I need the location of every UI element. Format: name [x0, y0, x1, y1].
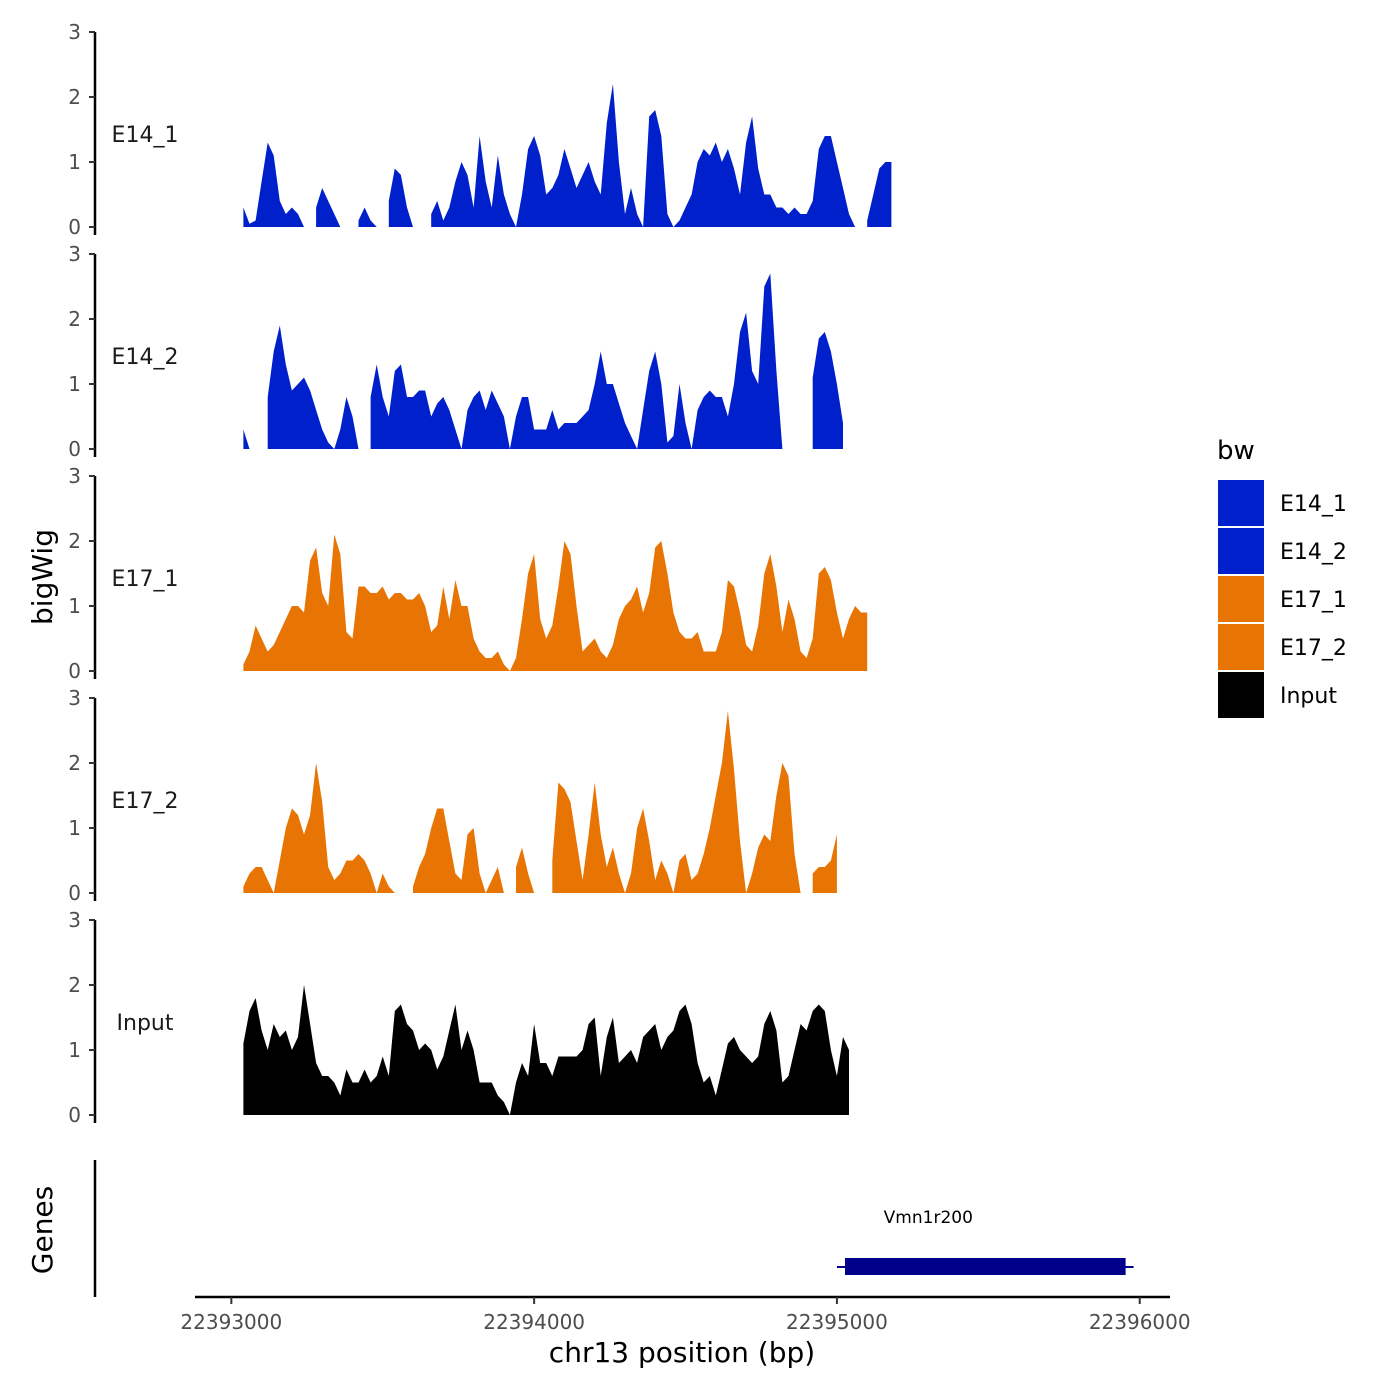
coverage-area-e17-2 [552, 711, 801, 893]
y-tick-label: 0 [68, 659, 81, 683]
y-tick-label: 1 [68, 372, 81, 396]
track-e17-1: 0 1 2 3 E17_1 [68, 464, 868, 683]
x-tick-label: 22393000 [180, 1310, 282, 1334]
legend-item-e17-1: E17_1 [1218, 576, 1347, 622]
coverage-area-e14-2 [812, 332, 843, 449]
legend-swatch [1218, 672, 1264, 718]
legend-label: E17_2 [1280, 636, 1347, 661]
y-tick-label: 1 [68, 594, 81, 618]
y-tick-label: 2 [68, 85, 81, 109]
legend-label: E17_1 [1280, 588, 1347, 613]
coverage-area-e14-1 [867, 162, 892, 227]
track-label: E14_1 [112, 123, 179, 148]
genes-axis-title: Genes [26, 1186, 59, 1274]
track-e14-2: 0 1 2 3 E14_2 [68, 242, 843, 461]
legend-swatch [1218, 624, 1264, 670]
coverage-area-e14-2 [267, 325, 359, 449]
coverage-area-input [243, 985, 849, 1115]
y-tick-label: 3 [68, 686, 81, 710]
y-tick-label: 0 [68, 1103, 81, 1127]
legend-title: bw [1217, 436, 1255, 466]
legend-swatch [1218, 528, 1264, 574]
tracks-layer: 0 1 2 3 E14_1 0 1 2 3 E14_2 0 1 2 3 E17_1 0 1 2 3 E17_2 0 1 2 3… [68, 20, 892, 1127]
legend-swatch [1218, 480, 1264, 526]
legend-item-e17-2: E17_2 [1218, 624, 1347, 670]
y-tick-label: 3 [68, 908, 81, 932]
track-e17-2: 0 1 2 3 E17_2 [68, 686, 837, 905]
track-input: 0 1 2 3 Input [68, 908, 849, 1127]
y-tick-label: 1 [68, 1038, 81, 1062]
coverage-area-e17-1 [243, 534, 868, 671]
coverage-area-e14-1 [358, 207, 377, 227]
coverage-area-e17-2 [812, 834, 837, 893]
track-label: Input [117, 1011, 174, 1036]
legend-item-input: Input [1218, 672, 1337, 718]
x-tick-label: 22396000 [1089, 1310, 1191, 1334]
legend-swatch [1218, 576, 1264, 622]
y-tick-label: 1 [68, 816, 81, 840]
coverage-area-e14-1 [431, 84, 856, 227]
track-label: E14_2 [112, 345, 179, 370]
y-tick-label: 0 [68, 215, 81, 239]
y-tick-label: 3 [68, 242, 81, 266]
legend-label: Input [1280, 684, 1337, 709]
coverage-area-e14-1 [316, 188, 341, 227]
x-tick-label: 22394000 [483, 1310, 585, 1334]
y-tick-label: 1 [68, 150, 81, 174]
track-label: E17_1 [112, 567, 179, 592]
track-label: E17_2 [112, 789, 179, 814]
x-tick-label: 22395000 [786, 1310, 888, 1334]
y-tick-label: 0 [68, 437, 81, 461]
y-tick-label: 0 [68, 881, 81, 905]
coverage-area-e14-2 [243, 429, 250, 449]
legend-item-e14-2: E14_2 [1218, 528, 1347, 574]
track-e14-1: 0 1 2 3 E14_1 [68, 20, 892, 239]
x-axis: 22393000 22394000 22395000 22396000 [180, 1295, 1191, 1334]
coverage-area-e17-2 [413, 808, 504, 893]
coverage-area-e17-2 [516, 847, 535, 893]
legend: bw E14_1 E14_2 E17_1 E17_2 Input [1217, 436, 1347, 718]
legend-label: E14_1 [1280, 492, 1347, 517]
coverage-area-e14-2 [370, 273, 783, 449]
coverage-area-e17-2 [243, 763, 395, 893]
legend-item-e14-1: E14_1 [1218, 480, 1347, 526]
gene-vmn1r200: Vmn1r200 [836, 1208, 1134, 1275]
gene-label: Vmn1r200 [884, 1208, 973, 1228]
y-tick-label: 2 [68, 529, 81, 553]
legend-label: E14_2 [1280, 540, 1347, 565]
y-tick-label: 2 [68, 751, 81, 775]
genes-panel: Vmn1r200 [93, 1160, 1134, 1297]
y-tick-label: 2 [68, 307, 81, 331]
y-axis-title: bigWig [26, 529, 59, 625]
coverage-area-e14-1 [388, 168, 413, 227]
coverage-area-e14-1 [243, 142, 304, 227]
y-tick-label: 2 [68, 973, 81, 997]
y-tick-label: 3 [68, 464, 81, 488]
y-tick-label: 3 [68, 20, 81, 44]
x-axis-title: chr13 position (bp) [549, 1336, 815, 1369]
